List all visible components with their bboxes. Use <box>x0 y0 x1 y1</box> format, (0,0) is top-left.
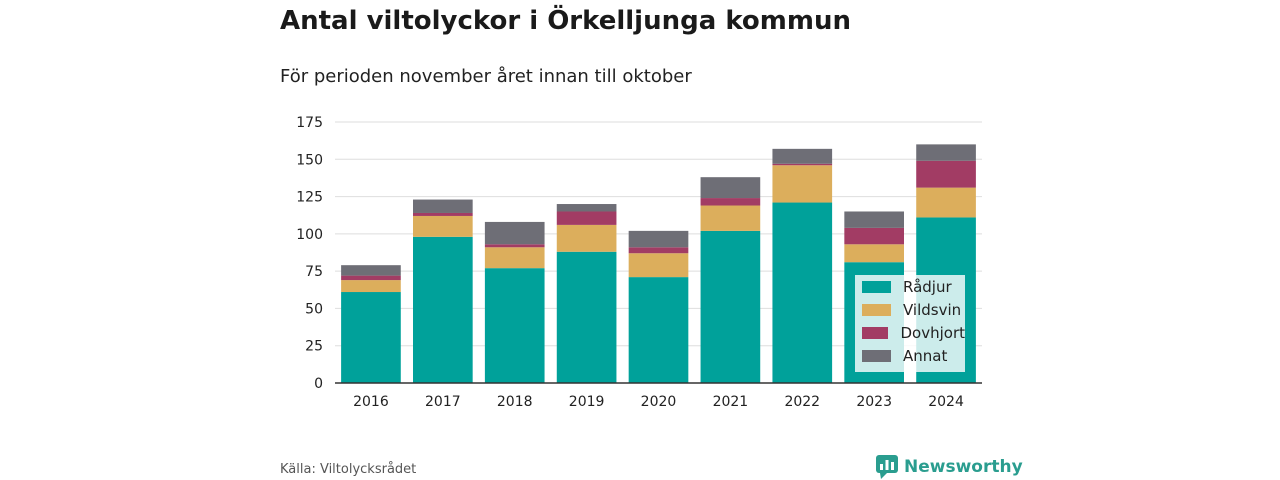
bar-segment <box>772 163 833 166</box>
bar-segment <box>628 253 689 278</box>
bar-segment <box>556 251 617 383</box>
bar-segment <box>341 275 401 281</box>
bar-segment <box>700 177 761 199</box>
bar-stack <box>484 221 545 383</box>
bar-segment <box>700 205 761 231</box>
legend-item: Vildsvin <box>855 298 965 321</box>
bar-segment <box>412 212 473 216</box>
bar-segment <box>700 230 761 383</box>
legend-item: Annat <box>855 344 965 367</box>
bar-segment <box>484 247 545 269</box>
legend-swatch <box>862 280 891 293</box>
legend-swatch <box>862 349 891 362</box>
bar-segment <box>628 230 689 248</box>
legend-swatch <box>862 326 889 339</box>
brand-logo[interactable]: Newsworthy <box>876 455 1023 479</box>
bar-segment <box>412 199 473 213</box>
bar-segment <box>341 265 401 276</box>
x-tick-label: 2021 <box>713 394 749 410</box>
bar-segment <box>916 144 976 161</box>
bar-stack <box>700 177 761 383</box>
bar-segment <box>772 165 833 203</box>
bar-segment <box>412 236 473 383</box>
newsworthy-logo-icon <box>876 455 898 479</box>
x-tick-label: 2024 <box>928 394 964 410</box>
bar-segment <box>341 280 401 293</box>
bar-segment <box>556 211 617 225</box>
bar-segment <box>772 148 833 164</box>
y-tick-label: 0 <box>314 376 323 392</box>
x-tick-label: 2018 <box>497 394 533 410</box>
bar-stack <box>341 265 401 383</box>
bar-segment <box>556 224 617 252</box>
legend-swatch <box>862 303 891 316</box>
legend-item: Dovhjort <box>855 321 965 344</box>
y-tick-label: 125 <box>296 190 323 206</box>
bar-segment <box>844 244 905 263</box>
x-tick-label: 2017 <box>425 394 461 410</box>
y-axis-ticks: 0 25 50 75 100 125 150 175 <box>296 115 323 392</box>
bar-stack <box>412 199 473 383</box>
bar-segment <box>844 211 905 228</box>
bar-segment <box>700 198 761 206</box>
legend-label: Vildsvin <box>903 300 962 319</box>
bar-segment <box>556 204 617 212</box>
x-tick-label: 2019 <box>569 394 605 410</box>
bar-segment <box>916 187 976 218</box>
chart-title: Antal viltolyckor i Örkelljunga kommun <box>280 6 851 36</box>
y-tick-label: 150 <box>296 152 323 168</box>
y-tick-label: 50 <box>305 301 323 317</box>
x-axis-ticks: 2016 2017 2018 2019 2020 2021 2022 2023 2024 <box>353 394 964 410</box>
bar-segment <box>844 227 905 245</box>
y-tick-label: 100 <box>296 227 323 243</box>
bar-segment <box>628 277 689 383</box>
y-tick-label: 75 <box>305 264 323 280</box>
x-tick-label: 2020 <box>641 394 677 410</box>
legend-item: Rådjur <box>855 275 965 298</box>
legend-label: Annat <box>903 346 948 365</box>
y-tick-label: 25 <box>305 339 323 355</box>
x-tick-label: 2016 <box>353 394 389 410</box>
bar-segment <box>412 215 473 237</box>
bar-stack <box>556 204 617 383</box>
bar-segment <box>341 292 401 383</box>
chart-legend: Rådjur Vildsvin Dovhjort Annat <box>855 275 965 372</box>
bar-segment <box>916 160 976 188</box>
legend-label: Dovhjort <box>900 323 965 342</box>
bar-segment <box>484 268 545 383</box>
y-tick-label: 175 <box>296 115 323 131</box>
bar-stack <box>772 148 833 383</box>
chart-subtitle: För perioden november året innan till ok… <box>280 66 692 87</box>
brand-name: Newsworthy <box>904 457 1023 477</box>
bar-segment <box>772 202 833 383</box>
bar-stacks <box>341 144 976 383</box>
legend-label: Rådjur <box>903 277 952 296</box>
source-note: Källa: Viltolycksrådet <box>280 462 417 477</box>
bar-segment <box>484 221 545 245</box>
bar-stack <box>628 230 689 383</box>
bar-segment <box>628 247 689 254</box>
x-tick-label: 2023 <box>856 394 892 410</box>
bar-segment <box>484 244 545 248</box>
x-tick-label: 2022 <box>784 394 820 410</box>
